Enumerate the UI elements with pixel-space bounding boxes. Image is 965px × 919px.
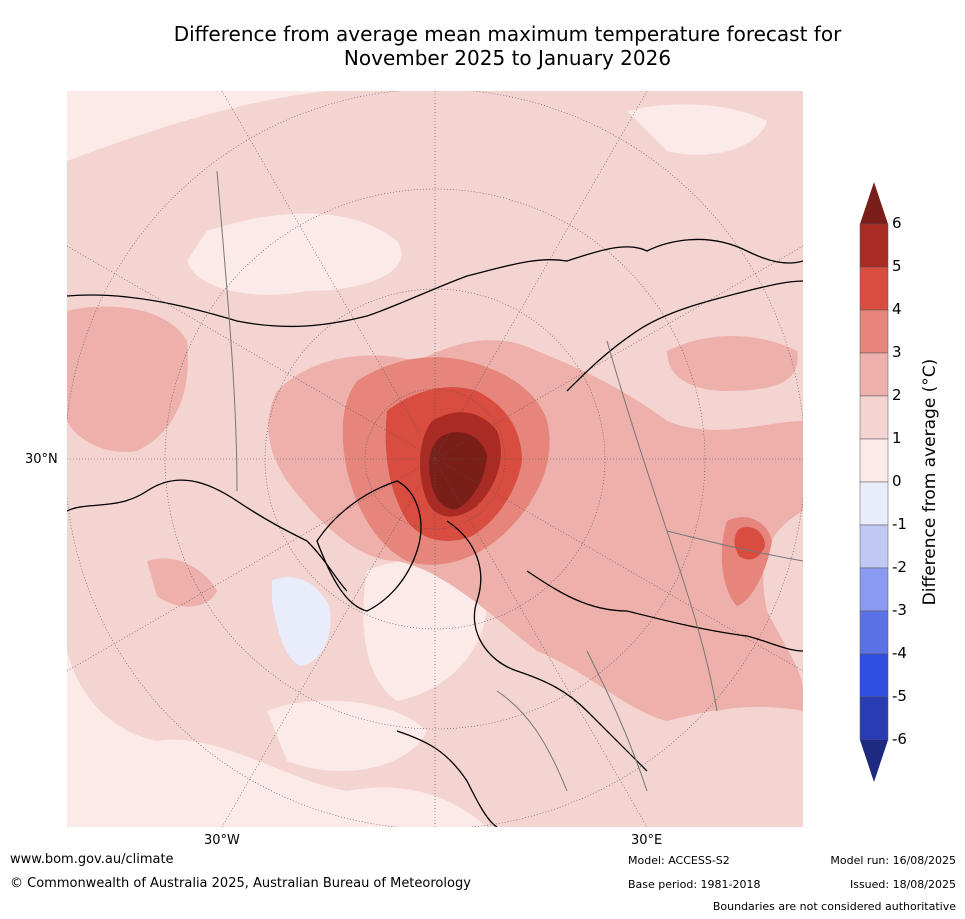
colorbar-segment-1_2 <box>859 395 889 440</box>
colorbar-segment-4_5 <box>859 266 889 311</box>
country-borders <box>216 170 803 792</box>
graticule <box>67 91 803 827</box>
colorbar-segment-m4_m3 <box>859 610 889 655</box>
colorbar-tick-label: 6 <box>892 214 902 232</box>
coastlines <box>67 238 803 827</box>
footer-disclaimer: Boundaries are not considered authoritat… <box>712 900 956 913</box>
colorbar-segment-m5_m4 <box>859 653 889 698</box>
colorbar-tick-label: -5 <box>892 687 907 705</box>
colorbar-tick-label: -3 <box>892 601 907 619</box>
footer-website: www.bom.gov.au/climate <box>10 852 174 867</box>
footer-issued: Issued: 18/08/2025 <box>849 878 956 891</box>
colorbar-segment-m2_m1 <box>859 524 889 569</box>
map-svg <box>67 91 803 827</box>
footer-model-run: Model run: 16/08/2025 <box>830 854 956 867</box>
lon-label-30e: 30°E <box>631 833 663 848</box>
colorbar-segment-0_1 <box>859 438 889 483</box>
colorbar-tick-label: -6 <box>892 730 907 748</box>
anomaly-0-1-patches <box>187 104 767 771</box>
lon-label-30w: 30°W <box>204 833 240 848</box>
colorbar-under-triangle <box>860 740 888 782</box>
colorbar-segment-5_6 <box>859 223 889 268</box>
colorbar-tick-label: 3 <box>892 343 902 361</box>
footer-base-period: Base period: 1981-2018 <box>628 878 761 891</box>
colorbar-segment-m3_m2 <box>859 567 889 612</box>
anomaly-over-6-layer <box>429 432 487 510</box>
colorbar-tick-label: 5 <box>892 257 902 275</box>
map-panel[interactable] <box>67 91 803 827</box>
colorbar-tick-label: -2 <box>892 558 907 576</box>
colorbar <box>859 182 889 782</box>
footer-model: Model: ACCESS-S2 <box>628 854 730 867</box>
colorbar-segment-2_3 <box>859 352 889 397</box>
colorbar-tick-label: 1 <box>892 429 902 447</box>
colorbar-tick-label: 4 <box>892 300 902 318</box>
colorbar-segment-3_4 <box>859 309 889 354</box>
colorbar-label: Difference from average (°C) <box>920 358 940 606</box>
map-title: Difference from average mean maximum tem… <box>60 22 955 70</box>
colorbar-tick-label: -1 <box>892 515 907 533</box>
lat-label-30n: 30°N <box>25 452 58 467</box>
colorbar-tick-label: 2 <box>892 386 902 404</box>
anomaly-cold-patch <box>272 577 331 666</box>
footer-copyright: © Commonwealth of Australia 2025, Austra… <box>10 876 471 891</box>
title-line-1: Difference from average mean maximum tem… <box>173 22 842 46</box>
colorbar-segment-m6_m5 <box>859 696 889 741</box>
title-line-2: November 2025 to January 2026 <box>343 46 672 70</box>
colorbar-over-triangle <box>860 182 888 224</box>
colorbar-segment-m1_0 <box>859 481 889 526</box>
colorbar-tick-label: 0 <box>892 472 902 490</box>
colorbar-tick-label: -4 <box>892 644 907 662</box>
